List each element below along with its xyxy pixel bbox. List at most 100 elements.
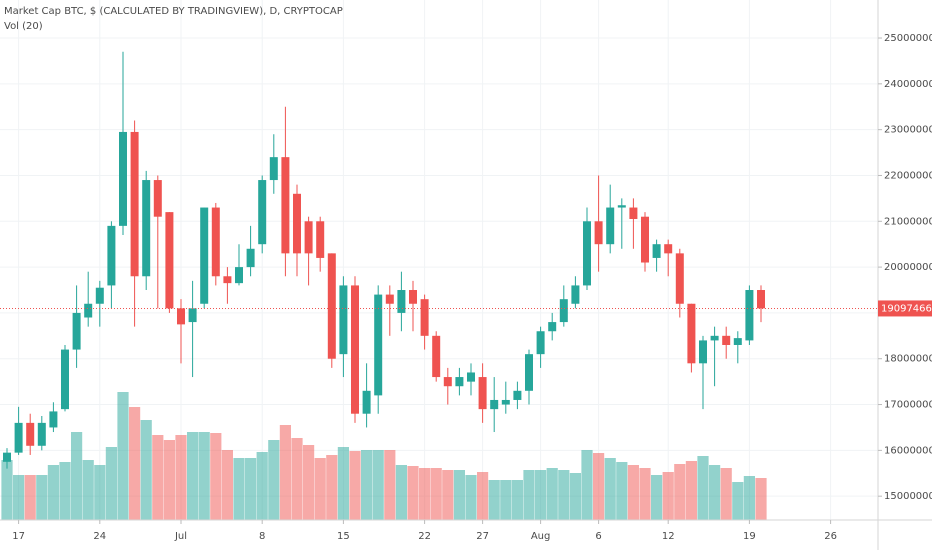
y-tick-label: 15000000000 <box>884 491 932 502</box>
candle-body <box>211 207 220 277</box>
volume-bar <box>651 475 663 520</box>
volume-bar <box>268 440 280 520</box>
y-tick-label: 23000000000 <box>884 125 932 136</box>
volume-bar <box>210 433 222 520</box>
volume-bar <box>593 453 605 520</box>
volume-bar <box>604 458 616 520</box>
axes: 15000000000 16000000000 17000000000 1800000… <box>12 33 932 542</box>
candle-body <box>490 399 499 410</box>
x-tick-label: 8 <box>259 531 265 542</box>
volume-bar <box>743 476 755 520</box>
volume-bar <box>384 450 396 520</box>
candle-body <box>119 131 127 226</box>
candle-body <box>699 340 707 364</box>
candle-body <box>478 377 487 410</box>
volume-bar <box>442 470 454 520</box>
volume-bar <box>697 456 709 520</box>
volume-bar <box>453 470 465 520</box>
x-tick-label: 17 <box>12 531 25 542</box>
last-price-box <box>878 300 932 317</box>
candle-body <box>246 248 255 268</box>
y-tick-label: 22000000000 <box>884 170 932 181</box>
volume-bar <box>233 458 245 520</box>
candle-body <box>165 212 174 309</box>
x-tick-label: 22 <box>418 531 431 542</box>
volume-bar <box>245 458 257 520</box>
volume-bar <box>36 475 48 520</box>
candle-body <box>513 390 522 400</box>
candle-body <box>420 299 429 336</box>
x-tick-label: Aug <box>531 531 551 542</box>
candle-body <box>710 335 719 341</box>
candle-body <box>687 303 696 364</box>
y-tick-label: 25000000000 <box>884 33 932 44</box>
candle-body <box>409 290 417 304</box>
candle-body <box>652 244 661 258</box>
volume-bar <box>477 472 489 520</box>
candle-body <box>385 294 394 304</box>
candle-body <box>583 221 591 286</box>
candle-body <box>281 157 290 254</box>
volume-bar <box>732 482 744 520</box>
candle-body <box>107 225 116 286</box>
x-tick-label: 27 <box>476 531 489 542</box>
candle-body <box>49 411 58 428</box>
candle-body <box>559 299 568 323</box>
volume-bar <box>535 470 547 520</box>
volume-bar <box>326 455 338 520</box>
candle-body <box>374 294 383 396</box>
candle-body <box>235 267 243 284</box>
volume-bar <box>361 450 373 520</box>
candle-body <box>269 157 278 181</box>
x-tick-label: 19 <box>743 531 756 542</box>
candle-body <box>362 390 371 414</box>
candle-body <box>443 377 452 387</box>
volume-bar <box>639 468 651 520</box>
candle-body <box>95 287 104 304</box>
candle-body <box>84 303 93 318</box>
y-tick-label: 24000000000 <box>884 79 932 90</box>
volume-bar <box>627 465 639 520</box>
candle-body <box>525 354 533 391</box>
candle-layer <box>0 51 878 469</box>
volume-bar <box>291 438 303 520</box>
volume-bar <box>616 462 628 520</box>
candle-body <box>223 276 232 284</box>
volume-bar <box>94 465 106 520</box>
volume-bar <box>303 445 315 520</box>
x-tick-label: 15 <box>337 531 350 542</box>
candle-body <box>432 335 441 378</box>
candle-body <box>339 285 348 355</box>
volume-bar <box>187 432 199 520</box>
volume-bar <box>685 461 697 520</box>
candle-body <box>745 290 754 341</box>
volume-bar <box>674 464 686 520</box>
volume-bar <box>129 407 141 520</box>
y-tick-label: 17000000000 <box>884 400 932 411</box>
y-tick-label: 20000000000 <box>884 262 932 273</box>
volume-bar <box>71 432 83 520</box>
volume-bar <box>221 450 233 520</box>
candle-body <box>130 131 139 277</box>
volume-bar <box>279 425 291 520</box>
volume-bar <box>349 451 361 520</box>
volume-bar <box>488 480 500 520</box>
volume-bar <box>82 460 94 520</box>
chart-title: Market Cap BTC, $ (CALCULATED BY TRADING… <box>4 6 343 17</box>
volume-bar <box>47 465 59 520</box>
candle-body <box>397 290 406 313</box>
candle-body <box>617 205 626 208</box>
candle-body <box>142 180 151 277</box>
volume-bar <box>430 468 442 520</box>
candle-body <box>455 377 464 387</box>
candle-body <box>258 180 267 245</box>
x-tick-label: 6 <box>595 531 601 542</box>
volume-bar <box>709 465 721 520</box>
volume-bar <box>372 450 384 520</box>
volume-bar <box>419 468 431 520</box>
candle-body <box>629 207 638 219</box>
candle-body <box>153 180 162 217</box>
candle-body <box>467 372 475 382</box>
